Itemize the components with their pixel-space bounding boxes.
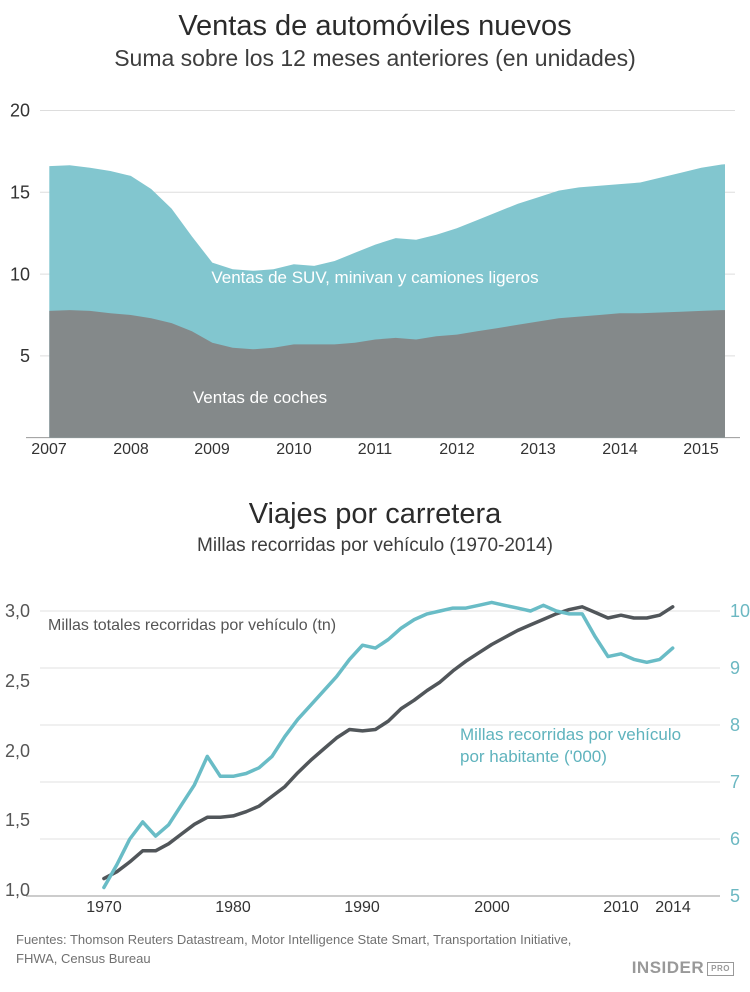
svg-text:7: 7: [730, 772, 740, 792]
svg-text:5: 5: [730, 886, 740, 906]
svg-text:2,0: 2,0: [5, 741, 30, 761]
svg-text:3,0: 3,0: [5, 601, 30, 621]
svg-text:10: 10: [730, 601, 750, 621]
svg-text:1,5: 1,5: [5, 810, 30, 830]
svg-text:1980: 1980: [215, 899, 251, 916]
svg-text:Millas totales recorridas por: Millas totales recorridas por vehículo (…: [48, 617, 336, 634]
svg-text:1,0: 1,0: [5, 880, 30, 900]
svg-text:Millas recorridas por vehículo: Millas recorridas por vehículo: [460, 725, 681, 744]
svg-text:1970: 1970: [86, 899, 122, 916]
svg-text:2014: 2014: [655, 899, 691, 916]
svg-text:8: 8: [730, 715, 740, 735]
svg-text:2000: 2000: [474, 899, 510, 916]
svg-text:por habitante ('000): por habitante ('000): [460, 747, 607, 766]
svg-text:9: 9: [730, 658, 740, 678]
svg-text:6: 6: [730, 829, 740, 849]
svg-text:1990: 1990: [344, 899, 380, 916]
svg-text:2,5: 2,5: [5, 671, 30, 691]
svg-text:2010: 2010: [603, 899, 639, 916]
